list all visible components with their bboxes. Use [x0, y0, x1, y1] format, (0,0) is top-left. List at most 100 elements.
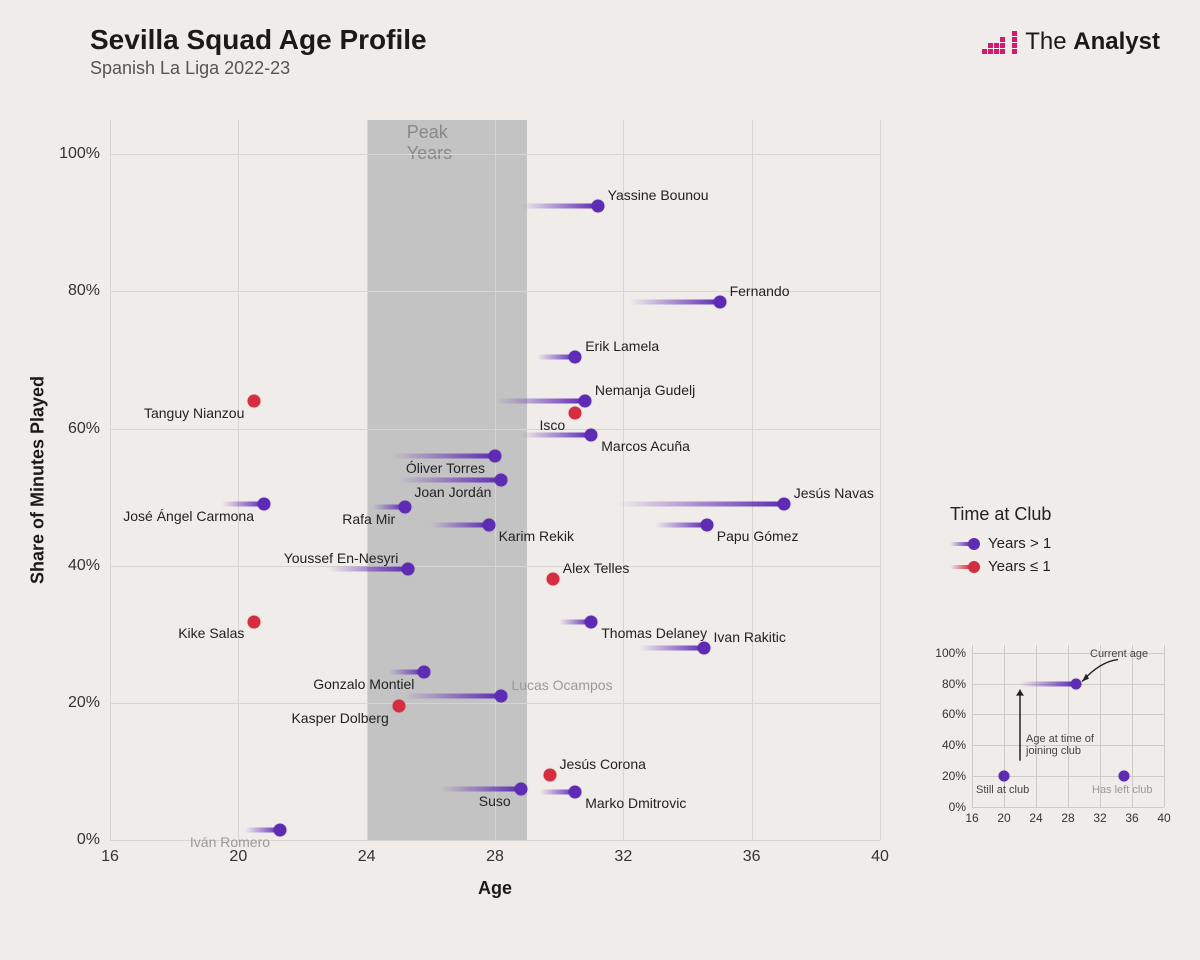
- x-tick: 40: [871, 848, 889, 866]
- player-dot: [578, 395, 591, 408]
- inset-x-tick: 28: [1061, 811, 1074, 825]
- chart-title: Sevilla Squad Age Profile: [90, 24, 427, 56]
- inset-y-tick: 60%: [942, 707, 966, 721]
- player-label: Isco: [540, 417, 566, 433]
- player-dot: [248, 615, 261, 628]
- player-label: Jesús Corona: [560, 756, 646, 772]
- player-label: Kike Salas: [178, 625, 244, 641]
- inset-x-tick: 40: [1157, 811, 1170, 825]
- y-tick: 0%: [77, 831, 100, 849]
- player-dot: [248, 395, 261, 408]
- inset-x-tick: 20: [997, 811, 1010, 825]
- player-trail: [639, 646, 703, 651]
- brand-logo: The Analyst: [982, 28, 1160, 56]
- inset-x-tick: 32: [1093, 811, 1106, 825]
- inset-y-tick: 40%: [942, 738, 966, 752]
- inset-y-tick: 100%: [935, 646, 966, 660]
- player-label: Óliver Torres: [406, 460, 485, 476]
- brand-logo-icon: [982, 31, 1017, 54]
- player-dot: [546, 573, 559, 586]
- y-tick: 80%: [68, 282, 100, 300]
- player-label: Joan Jordán: [414, 484, 491, 500]
- player-trail: [440, 786, 520, 791]
- inset-y-tick: 80%: [942, 677, 966, 691]
- player-dot: [514, 782, 527, 795]
- player-dot: [399, 501, 412, 514]
- player-label: Karim Rekik: [499, 528, 574, 544]
- player-trail: [495, 399, 585, 404]
- player-dot: [569, 407, 582, 420]
- inset-chart: 162024283236400%20%40%60%80%100%Current …: [940, 635, 1170, 835]
- y-tick: 100%: [59, 145, 100, 163]
- player-label: Papu Gómez: [717, 528, 799, 544]
- player-dot: [495, 690, 508, 703]
- x-tick: 24: [358, 848, 376, 866]
- player-label: Tanguy Nianzou: [144, 405, 244, 421]
- player-trail: [521, 203, 598, 208]
- y-tick: 20%: [68, 694, 100, 712]
- player-label: Ivan Rakitic: [714, 629, 786, 645]
- player-trail: [328, 567, 408, 572]
- y-axis-label: Share of Minutes Played: [28, 376, 49, 584]
- player-trail: [617, 502, 784, 507]
- player-label: Thomas Delaney: [601, 625, 707, 641]
- legend-title: Time at Club: [950, 504, 1051, 525]
- player-label: Marcos Acuña: [601, 438, 690, 454]
- x-tick: 32: [614, 848, 632, 866]
- player-dot: [585, 615, 598, 628]
- player-label: Lucas Ocampos: [511, 677, 612, 693]
- player-label: Jesús Navas: [794, 485, 874, 501]
- x-axis-label: Age: [478, 878, 512, 899]
- y-tick: 40%: [68, 557, 100, 575]
- player-dot: [482, 518, 495, 531]
- player-dot: [713, 295, 726, 308]
- player-trail: [405, 694, 501, 699]
- player-dot: [700, 518, 713, 531]
- main-chart: Peak Years 162024283236400%20%40%60%80%1…: [110, 120, 880, 840]
- player-dot: [777, 498, 790, 511]
- inset-annotation: Age at time of joining club: [1026, 733, 1116, 757]
- player-dot: [543, 768, 556, 781]
- player-trail: [392, 454, 495, 459]
- legend: Time at Club Years > 1 Years ≤ 1: [950, 504, 1051, 581]
- player-dot: [569, 786, 582, 799]
- inset-y-tick: 0%: [949, 800, 966, 814]
- player-trail: [431, 522, 489, 527]
- legend-item: Years > 1: [950, 535, 1051, 552]
- player-label: Rafa Mir: [342, 511, 395, 527]
- player-trail: [655, 522, 706, 527]
- legend-item: Years ≤ 1: [950, 558, 1051, 575]
- brand-logo-text: The Analyst: [1025, 28, 1160, 56]
- inset-x-tick: 16: [965, 811, 978, 825]
- y-tick: 60%: [68, 420, 100, 438]
- player-label: Fernando: [730, 283, 790, 299]
- inset-annotation: Current age: [1090, 648, 1148, 660]
- inset-x-tick: 36: [1125, 811, 1138, 825]
- player-label: Gonzalo Montiel: [313, 676, 414, 692]
- player-label: Alex Telles: [563, 560, 630, 576]
- player-trail: [521, 433, 592, 438]
- x-tick: 28: [486, 848, 504, 866]
- player-dot: [495, 474, 508, 487]
- player-dot: [418, 666, 431, 679]
- player-label: Yassine Bounou: [608, 187, 709, 203]
- peak-years-label: Peak Years: [407, 122, 487, 164]
- player-dot: [591, 199, 604, 212]
- player-dot: [489, 450, 502, 463]
- inset-y-tick: 20%: [942, 769, 966, 783]
- inset-annotation: Still at club: [976, 784, 1029, 796]
- x-tick: 36: [743, 848, 761, 866]
- player-label: Iván Romero: [190, 834, 270, 850]
- player-label: Erik Lamela: [585, 338, 659, 354]
- x-tick: 16: [101, 848, 119, 866]
- player-label: José Ángel Carmona: [123, 508, 254, 524]
- x-tick: 20: [229, 848, 247, 866]
- player-trail: [399, 478, 502, 483]
- player-label: Marko Dmitrovic: [585, 795, 686, 811]
- player-dot: [258, 498, 271, 511]
- player-dot: [697, 642, 710, 655]
- player-trail: [630, 299, 720, 304]
- player-dot: [585, 429, 598, 442]
- player-dot: [402, 563, 415, 576]
- player-dot: [392, 700, 405, 713]
